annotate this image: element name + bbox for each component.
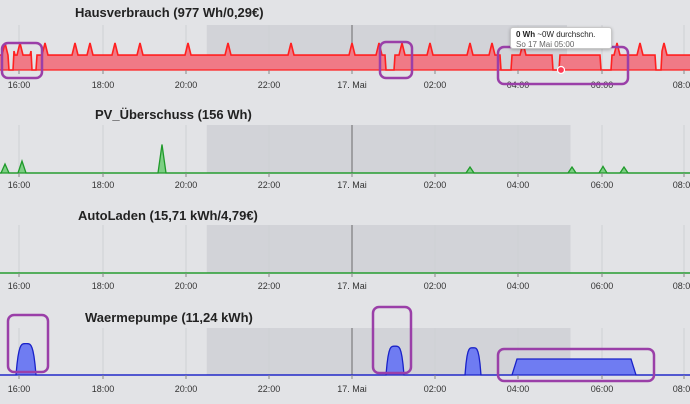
tooltip-point-marker xyxy=(556,65,566,75)
x-tick-label: 18:00 xyxy=(92,384,115,394)
x-tick-label: 22:00 xyxy=(258,80,281,90)
x-tick-label: 02:00 xyxy=(424,384,447,394)
tooltip-value: 0 Wh xyxy=(516,30,536,39)
chart-title-waermepumpe: Waermepumpe (11,24 kWh) xyxy=(85,310,253,325)
series-line xyxy=(0,42,690,71)
highlight-annotation xyxy=(496,347,656,383)
x-tick-label: 02:00 xyxy=(424,281,447,291)
x-tick-label: 20:00 xyxy=(175,281,198,291)
chart-title-pv-ueberschuss: PV_Überschuss (156 Wh) xyxy=(95,107,252,122)
x-tick-label: 22:00 xyxy=(258,384,281,394)
x-tick-label: 06:00 xyxy=(591,384,614,394)
series-area xyxy=(0,43,690,70)
highlight-annotation xyxy=(6,313,50,374)
x-tick-label: 18:00 xyxy=(92,281,115,291)
highlight-annotation xyxy=(371,305,413,375)
x-tick-label: 04:00 xyxy=(507,180,530,190)
x-tick-label: 17. Mai xyxy=(337,180,367,190)
x-tick-label: 17. Mai xyxy=(337,80,367,90)
highlight-annotation xyxy=(378,40,414,80)
x-tick-label: 20:00 xyxy=(175,384,198,394)
x-tick-label: 20:00 xyxy=(175,80,198,90)
x-tick-label: 16:00 xyxy=(8,384,31,394)
x-tick-label: 20:00 xyxy=(175,180,198,190)
x-tick-label: 22:00 xyxy=(258,180,281,190)
x-tick-label: 17. Mai xyxy=(337,384,367,394)
tooltip-date: So 17 Mai 05:00 xyxy=(516,40,575,49)
x-tick-label: 08:00 xyxy=(673,180,690,190)
x-tick-label: 02:00 xyxy=(424,180,447,190)
tooltip-note: ~0W durchschn. xyxy=(537,30,596,39)
chart-title-hausverbrauch: Hausverbrauch (977 Wh/0,29€) xyxy=(75,5,264,20)
x-tick-label: 06:00 xyxy=(591,180,614,190)
highlight-annotation xyxy=(0,41,44,80)
x-tick-label: 18:00 xyxy=(92,180,115,190)
x-tick-label: 16:00 xyxy=(8,180,31,190)
x-tick-label: 16:00 xyxy=(8,80,31,90)
x-tick-label: 06:00 xyxy=(591,281,614,291)
x-tick-label: 18:00 xyxy=(92,80,115,90)
x-tick-label: 08:00 xyxy=(673,384,690,394)
x-tick-label: 08:00 xyxy=(673,80,690,90)
x-tick-label: 17. Mai xyxy=(337,281,367,291)
series-area xyxy=(0,343,690,375)
shaded-period xyxy=(206,225,571,273)
x-tick-label: 04:00 xyxy=(507,384,530,394)
x-tick-label: 04:00 xyxy=(507,281,530,291)
x-tick-label: 08:00 xyxy=(673,281,690,291)
shaded-period xyxy=(206,125,571,173)
x-tick-label: 16:00 xyxy=(8,281,31,291)
chart-tooltip: 0 Wh ~0W durchschn. So 17 Mai 05:00 xyxy=(510,27,612,49)
x-tick-label: 22:00 xyxy=(258,281,281,291)
x-tick-label: 02:00 xyxy=(424,80,447,90)
chart-title-autoladen: AutoLaden (15,71 kWh/4,79€) xyxy=(78,208,258,223)
